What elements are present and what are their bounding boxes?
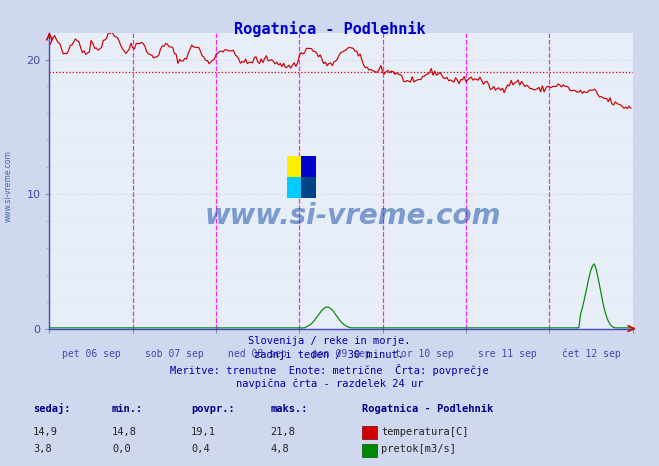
Text: 4,8: 4,8	[270, 445, 289, 454]
Text: Rogatnica - Podlehnik: Rogatnica - Podlehnik	[234, 21, 425, 37]
Text: pet 06 sep: pet 06 sep	[62, 349, 121, 359]
Text: 0,4: 0,4	[191, 445, 210, 454]
Text: min.:: min.:	[112, 404, 143, 414]
Text: temperatura[C]: temperatura[C]	[381, 427, 469, 437]
Text: navpična črta - razdelek 24 ur: navpična črta - razdelek 24 ur	[236, 378, 423, 389]
Text: www.si-vreme.com: www.si-vreme.com	[3, 151, 13, 222]
Bar	[287, 156, 302, 177]
Text: sedaj:: sedaj:	[33, 404, 71, 414]
Text: Rogatnica - Podlehnik: Rogatnica - Podlehnik	[362, 404, 494, 414]
Text: 14,8: 14,8	[112, 427, 137, 437]
Text: 14,9: 14,9	[33, 427, 58, 437]
Text: 21,8: 21,8	[270, 427, 295, 437]
Text: ned 08 sep: ned 08 sep	[228, 349, 287, 359]
Text: pon 09 sep: pon 09 sep	[312, 349, 370, 359]
Text: sre 11 sep: sre 11 sep	[478, 349, 537, 359]
Text: povpr.:: povpr.:	[191, 404, 235, 414]
Bar	[302, 156, 316, 177]
Text: 3,8: 3,8	[33, 445, 51, 454]
Bar	[302, 177, 316, 198]
Text: tor 10 sep: tor 10 sep	[395, 349, 454, 359]
Text: zadnji teden / 30 minut.: zadnji teden / 30 minut.	[254, 350, 405, 360]
Text: čet 12 sep: čet 12 sep	[561, 349, 620, 359]
Bar	[287, 177, 302, 198]
Text: sob 07 sep: sob 07 sep	[145, 349, 204, 359]
Text: 19,1: 19,1	[191, 427, 216, 437]
Text: Meritve: trenutne  Enote: metrične  Črta: povprečje: Meritve: trenutne Enote: metrične Črta: …	[170, 364, 489, 377]
Text: Slovenija / reke in morje.: Slovenija / reke in morje.	[248, 336, 411, 346]
Text: maks.:: maks.:	[270, 404, 308, 414]
Text: pretok[m3/s]: pretok[m3/s]	[381, 445, 456, 454]
Text: 0,0: 0,0	[112, 445, 130, 454]
Text: www.si-vreme.com: www.si-vreme.com	[204, 202, 501, 230]
